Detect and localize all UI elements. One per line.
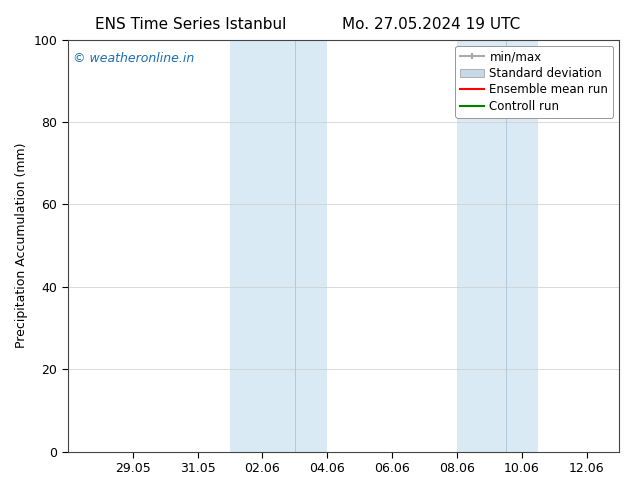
Text: ENS Time Series Istanbul: ENS Time Series Istanbul	[94, 17, 286, 32]
Text: © weatheronline.in: © weatheronline.in	[74, 52, 195, 65]
Bar	[295, 40, 327, 452]
Bar	[489, 40, 538, 452]
Y-axis label: Precipitation Accumulation (mm): Precipitation Accumulation (mm)	[15, 143, 28, 348]
Bar	[457, 40, 505, 452]
Legend: min/max, Standard deviation, Ensemble mean run, Controll run: min/max, Standard deviation, Ensemble me…	[455, 46, 613, 118]
Bar	[230, 40, 311, 452]
Text: Mo. 27.05.2024 19 UTC: Mo. 27.05.2024 19 UTC	[342, 17, 521, 32]
